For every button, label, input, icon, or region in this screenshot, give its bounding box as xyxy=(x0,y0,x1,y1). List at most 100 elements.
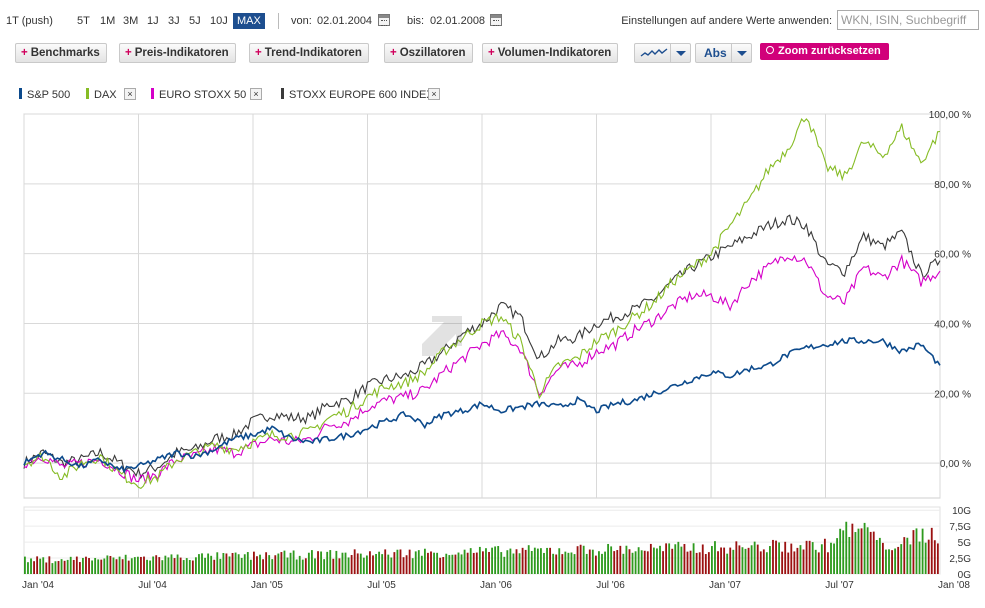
oscillators-button[interactable]: + Oszillatoren xyxy=(384,43,473,63)
volume-bar xyxy=(918,541,921,574)
zoom-reset-label: Zoom zurücksetzen xyxy=(778,45,881,57)
volume-bar xyxy=(30,558,32,574)
magnifier-icon xyxy=(766,46,774,54)
x-tick-label: Jul '05 xyxy=(367,580,396,591)
range-5t-button[interactable]: 5T xyxy=(77,15,90,27)
volume-bar xyxy=(610,546,613,574)
volume-bar xyxy=(198,554,200,574)
volume-bar xyxy=(796,547,799,574)
volume-bar xyxy=(323,559,326,574)
performance-chart[interactable]: 0,00 % 20,00 % 40,00 % 60,00 % 80,00 % 100,00… xyxy=(0,104,985,608)
volume-bar xyxy=(225,553,228,574)
range-10j-button[interactable]: 10J xyxy=(210,15,228,27)
volume-bar xyxy=(457,552,460,574)
volume-bar xyxy=(191,560,194,574)
chart-legend: S&P 500 DAX × EURO STOXX 50 × STOXX EURO… xyxy=(0,86,985,104)
range-1t-button[interactable]: 1T (push) xyxy=(6,15,53,27)
x-tick-label: Jan '07 xyxy=(709,580,741,591)
line-chart-icon xyxy=(640,48,668,57)
volume-bar xyxy=(423,548,426,574)
trend-indicators-button[interactable]: + Trend-Indikatoren xyxy=(249,43,369,63)
remove-stoxx600-button[interactable]: × xyxy=(428,88,440,100)
volume-bar xyxy=(582,545,585,574)
legend-label: DAX xyxy=(94,89,117,101)
from-date-value[interactable]: 02.01.2004 xyxy=(317,15,373,27)
scale-select[interactable]: Abs xyxy=(695,43,752,63)
chevron-down-icon[interactable] xyxy=(670,44,690,62)
volume-bar xyxy=(39,558,42,574)
volume-bar xyxy=(805,540,808,574)
y-tick-label: 60,00 % xyxy=(934,250,971,261)
volume-bar xyxy=(207,553,210,574)
series-line-stoxx-europe-600-index[interactable] xyxy=(23,214,941,480)
volume-bar xyxy=(60,559,63,574)
price-indicators-button[interactable]: + Preis-Indikatoren xyxy=(119,43,236,63)
volume-bar xyxy=(607,543,610,574)
range-1m-button[interactable]: 1M xyxy=(100,15,116,27)
volume-bar xyxy=(564,551,567,574)
range-1j-button[interactable]: 1J xyxy=(147,15,159,27)
series-line-s-p-500[interactable] xyxy=(23,337,941,474)
volume-bar xyxy=(530,550,533,574)
volume-bar xyxy=(463,549,466,574)
volume-bar xyxy=(130,558,133,574)
volume-bar xyxy=(750,545,753,574)
volume-bar xyxy=(869,531,872,574)
volume-bar xyxy=(118,556,121,574)
volume-bar xyxy=(640,550,643,574)
volume-bar xyxy=(256,556,258,574)
range-3j-button[interactable]: 3J xyxy=(168,15,180,27)
chevron-down-icon[interactable] xyxy=(731,44,751,62)
volume-bar xyxy=(558,548,561,574)
volume-bar xyxy=(75,556,78,574)
volume-bar xyxy=(668,543,671,574)
volume-bar xyxy=(924,542,927,574)
volume-indicators-button[interactable]: + Volumen-Indikatoren xyxy=(482,43,619,63)
range-max-button[interactable]: MAX xyxy=(233,13,265,29)
volume-bar xyxy=(149,560,152,574)
volume-bar xyxy=(576,546,579,574)
volume-bar xyxy=(350,555,353,574)
zoom-reset-button[interactable]: Zoom zurücksetzen xyxy=(760,43,889,60)
volume-bar xyxy=(604,551,606,574)
volume-bar xyxy=(787,552,790,574)
legend-label: EURO STOXX 50 xyxy=(159,89,247,101)
volume-bar xyxy=(878,537,881,574)
benchmarks-button[interactable]: + Benchmarks xyxy=(15,43,107,63)
volume-bar xyxy=(546,547,548,574)
volume-bar xyxy=(295,559,298,574)
volume-bar xyxy=(543,552,545,574)
legend-label: S&P 500 xyxy=(27,89,71,101)
legend-swatch xyxy=(151,88,154,99)
range-5j-button[interactable]: 5J xyxy=(189,15,201,27)
volume-bar xyxy=(402,557,405,574)
chart-type-select[interactable] xyxy=(634,43,691,63)
calendar-icon[interactable] xyxy=(490,14,502,26)
volume-bar xyxy=(845,521,848,574)
range-3m-button[interactable]: 3M xyxy=(123,15,139,27)
calendar-icon[interactable] xyxy=(378,14,390,26)
volume-bar xyxy=(109,555,112,574)
volume-bar xyxy=(897,546,900,574)
volume-bar xyxy=(133,557,136,574)
volume-bar xyxy=(48,556,51,574)
volume-bar xyxy=(912,530,915,574)
to-date-value[interactable]: 02.01.2008 xyxy=(430,15,486,27)
series-line-dax[interactable] xyxy=(23,117,941,490)
search-input[interactable] xyxy=(837,10,979,30)
volume-bar xyxy=(503,556,506,574)
volume-bar xyxy=(344,552,347,574)
volume-bar xyxy=(842,530,845,574)
remove-dax-button[interactable]: × xyxy=(124,88,136,100)
remove-eurostoxx-button[interactable]: × xyxy=(250,88,262,100)
volume-bar xyxy=(182,560,185,574)
volume-bar xyxy=(756,544,759,574)
volume-bar xyxy=(515,549,518,574)
volume-bar xyxy=(179,557,182,574)
volume-bar xyxy=(646,551,649,574)
volume-bar xyxy=(631,552,634,574)
volume-bar xyxy=(311,550,313,574)
volume-bar xyxy=(100,559,103,574)
volume-bar xyxy=(839,528,842,574)
volume-bar xyxy=(42,557,45,574)
